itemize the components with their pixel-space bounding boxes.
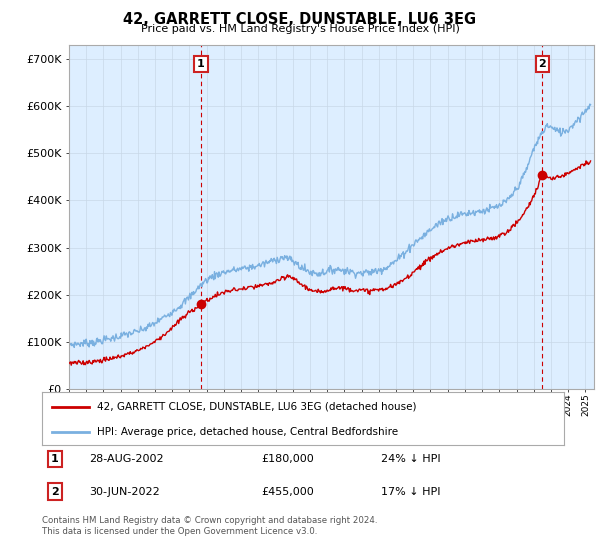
Text: 24% ↓ HPI: 24% ↓ HPI	[382, 454, 441, 464]
Text: Contains HM Land Registry data © Crown copyright and database right 2024.
This d: Contains HM Land Registry data © Crown c…	[42, 516, 377, 536]
Text: 2: 2	[51, 487, 59, 497]
Text: 30-JUN-2022: 30-JUN-2022	[89, 487, 160, 497]
Text: HPI: Average price, detached house, Central Bedfordshire: HPI: Average price, detached house, Cent…	[97, 427, 398, 437]
Text: 17% ↓ HPI: 17% ↓ HPI	[382, 487, 441, 497]
Text: 2: 2	[538, 59, 546, 69]
Text: 28-AUG-2002: 28-AUG-2002	[89, 454, 164, 464]
Text: 42, GARRETT CLOSE, DUNSTABLE, LU6 3EG: 42, GARRETT CLOSE, DUNSTABLE, LU6 3EG	[124, 12, 476, 27]
Text: £180,000: £180,000	[261, 454, 314, 464]
Text: £455,000: £455,000	[261, 487, 314, 497]
Text: Price paid vs. HM Land Registry's House Price Index (HPI): Price paid vs. HM Land Registry's House …	[140, 24, 460, 34]
Text: 1: 1	[51, 454, 59, 464]
Text: 42, GARRETT CLOSE, DUNSTABLE, LU6 3EG (detached house): 42, GARRETT CLOSE, DUNSTABLE, LU6 3EG (d…	[97, 402, 416, 412]
Text: 1: 1	[197, 59, 205, 69]
